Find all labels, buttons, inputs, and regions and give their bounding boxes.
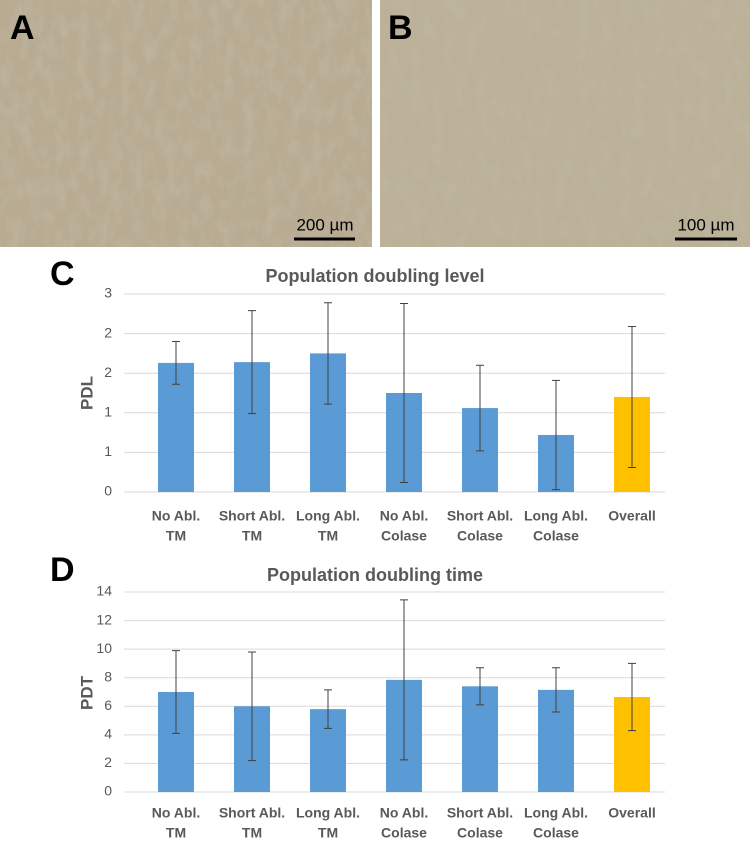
micrograph-b <box>380 0 750 247</box>
panel-label: C <box>50 255 75 293</box>
x-tick-label: Colase <box>457 825 503 841</box>
x-tick-label: TM <box>318 528 338 544</box>
x-tick-label: TM <box>166 825 186 841</box>
x-tick-label: Overall <box>608 508 655 524</box>
x-tick-label: Colase <box>533 825 579 841</box>
x-tick-label: Long Abl. <box>524 805 588 821</box>
error-bar <box>248 310 256 415</box>
error-bar <box>324 689 332 729</box>
scale-label: 100 µm <box>677 215 734 234</box>
y-tick-label: 14 <box>96 583 112 599</box>
error-bar <box>628 662 636 732</box>
panel-label: D <box>50 551 75 589</box>
y-tick-label: 1 <box>104 404 112 420</box>
y-tick-label: 2 <box>104 754 112 770</box>
y-axis-label: PDL <box>77 376 96 410</box>
x-tick-label: TM <box>166 528 186 544</box>
x-tick-label: Colase <box>457 528 503 544</box>
y-tick-label: 12 <box>96 611 112 627</box>
x-tick-label: Long Abl. <box>296 805 360 821</box>
panel-label: A <box>10 9 35 47</box>
y-tick-label: 3 <box>104 285 112 301</box>
chart-title: Population doubling time <box>267 565 483 585</box>
y-tick-label: 10 <box>96 640 112 656</box>
x-tick-label: No Abl. <box>380 805 428 821</box>
y-axis-label: PDT <box>77 675 96 710</box>
error-bar <box>628 325 636 468</box>
error-bar <box>476 364 484 452</box>
error-bar <box>552 667 560 713</box>
error-bar <box>476 667 484 706</box>
x-tick-label: TM <box>242 528 262 544</box>
x-tick-label: Colase <box>381 825 427 841</box>
x-tick-label: Colase <box>381 528 427 544</box>
y-tick-label: 1 <box>104 443 112 459</box>
x-tick-label: Colase <box>533 528 579 544</box>
error-bar <box>552 379 560 491</box>
x-tick-label: No Abl. <box>380 508 428 524</box>
x-tick-label: Long Abl. <box>296 508 360 524</box>
x-tick-label: Short Abl. <box>219 805 285 821</box>
x-tick-label: Short Abl. <box>219 508 285 524</box>
x-tick-label: Short Abl. <box>447 508 513 524</box>
x-tick-label: No Abl. <box>152 508 200 524</box>
y-tick-label: 2 <box>104 364 112 380</box>
x-tick-label: No Abl. <box>152 805 200 821</box>
error-bar <box>400 599 408 761</box>
error-bar <box>172 341 180 385</box>
error-bar <box>248 651 256 762</box>
x-tick-label: Short Abl. <box>447 805 513 821</box>
scale-label: 200 µm <box>296 215 353 234</box>
error-bar <box>172 650 180 734</box>
chart-title: Population doubling level <box>266 266 485 286</box>
y-tick-label: 6 <box>104 697 112 713</box>
y-tick-label: 0 <box>104 783 112 799</box>
y-tick-label: 8 <box>104 668 112 684</box>
error-bar <box>400 303 408 483</box>
x-tick-label: TM <box>242 825 262 841</box>
x-tick-label: Overall <box>608 805 655 821</box>
error-bar <box>324 302 332 405</box>
panel-label: B <box>388 9 413 47</box>
y-tick-label: 4 <box>104 726 112 742</box>
y-tick-label: 2 <box>104 324 112 340</box>
x-tick-label: Long Abl. <box>524 508 588 524</box>
y-tick-label: 0 <box>104 483 112 499</box>
x-tick-label: TM <box>318 825 338 841</box>
micrograph-a <box>0 0 372 247</box>
